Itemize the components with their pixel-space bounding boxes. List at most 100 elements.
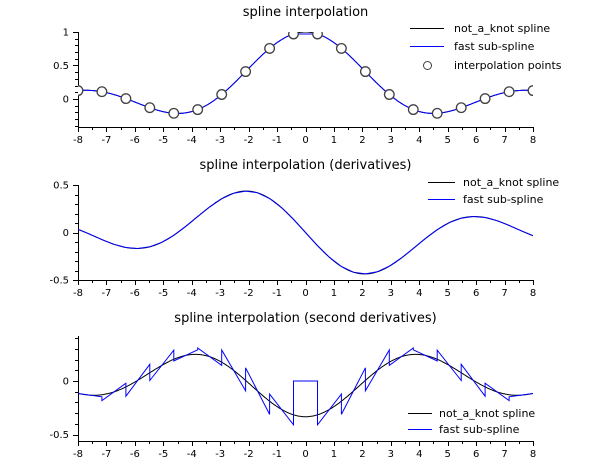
y-tick-label: 1 xyxy=(63,28,69,39)
plot2-title: spline interpolation (derivatives) xyxy=(199,158,412,173)
x-tick-label: -6 xyxy=(130,135,140,146)
legend-label: interpolation points xyxy=(454,58,562,72)
x-tick-label: 0 xyxy=(302,449,308,460)
x-tick-label: 5 xyxy=(445,135,451,146)
plot3-data xyxy=(78,347,533,427)
x-tick-label: -5 xyxy=(158,135,168,146)
interpolation-point xyxy=(216,89,228,100)
plot3: -8 -7 -6 -5 -4 -3 -2 -1 0 1 2 3 4 5 6 7 8 -0.5 0 xyxy=(49,336,536,460)
plot2-data xyxy=(78,190,533,275)
interpolation-point xyxy=(479,93,491,105)
legend-label: fast sub-spline xyxy=(439,422,520,436)
plot3-title: spline interpolation (second derivatives… xyxy=(174,311,437,326)
x-tick-label: -4 xyxy=(187,135,197,146)
x-tick-label: 2 xyxy=(359,135,365,146)
legend-entry-fast-sub-spline: fast sub-spline xyxy=(408,421,535,437)
x-tick-label: -1 xyxy=(272,449,282,460)
interpolation-point xyxy=(335,42,347,54)
black-line-swatch xyxy=(428,182,455,183)
x-tick-label: -2 xyxy=(244,449,254,460)
x-tick-label: 1 xyxy=(331,288,337,299)
interpolation-point xyxy=(455,102,467,114)
curve-not-a-knot-spline xyxy=(78,353,533,418)
plot1: -8 -7 -6 -5 -4 -3 -2 -1 0 1 2 3 4 5 6 7 8 0 0.5 1 xyxy=(53,28,536,147)
legend-label: fast sub-spline xyxy=(463,193,544,206)
x-tick-label: -1 xyxy=(272,135,282,146)
x-tick-label: -7 xyxy=(101,449,111,460)
x-tick-label: 0 xyxy=(302,288,308,299)
interpolation-point-markers xyxy=(78,32,533,119)
interpolation-point xyxy=(78,85,84,97)
plot2-axes xyxy=(73,185,534,285)
black-line-swatch xyxy=(408,412,432,414)
x-tick-label: -8 xyxy=(73,135,83,146)
plot2-legend: not_a_knot spline fast sub-spline xyxy=(428,174,559,208)
blue-line-swatch xyxy=(428,199,455,200)
x-tick-label: -8 xyxy=(73,449,83,460)
blue-line-swatch xyxy=(410,46,444,48)
x-tick-label: 7 xyxy=(501,288,507,299)
x-tick-label: -6 xyxy=(130,288,140,299)
black-line-swatch xyxy=(410,27,444,29)
x-tick-label: -2 xyxy=(244,288,254,299)
x-tick-label: 4 xyxy=(416,135,422,146)
legend-entry-not-a-knot: not_a_knot spline xyxy=(410,19,562,38)
curve-fast-sub-spline xyxy=(78,347,533,427)
legend-label: not_a_knot spline xyxy=(439,406,536,420)
y-tick-label: -0.5 xyxy=(49,430,69,441)
x-tick-label: 2 xyxy=(359,288,365,299)
x-tick-label: -6 xyxy=(130,449,140,460)
interpolation-point xyxy=(407,104,419,116)
plot3-legend: not_a_knot spline fast sub-spline xyxy=(408,405,535,437)
x-tick-label: -7 xyxy=(101,288,111,299)
interpolation-point xyxy=(359,66,371,78)
interpolation-point xyxy=(503,86,515,98)
curve-fast-sub-spline xyxy=(78,190,533,275)
plot1-legend: not_a_knot spline fast sub-spline interp… xyxy=(410,19,562,75)
interpolation-point xyxy=(288,32,299,40)
x-tick-label: 5 xyxy=(445,449,451,460)
legend-entry-not-a-knot: not_a_knot spline xyxy=(408,405,535,421)
x-tick-label: 1 xyxy=(331,449,337,460)
x-tick-label: -3 xyxy=(215,135,225,146)
x-tick-label: 1 xyxy=(331,135,337,146)
plot1-axes xyxy=(73,32,534,132)
x-tick-label: 3 xyxy=(388,288,394,299)
interpolation-point xyxy=(144,102,156,114)
x-tick-label: 2 xyxy=(359,449,365,460)
x-tick-label: -5 xyxy=(158,449,168,460)
x-tick-label: 6 xyxy=(473,449,479,460)
x-tick-label: -2 xyxy=(244,135,254,146)
plot3-axes xyxy=(73,336,534,446)
interpolation-point xyxy=(264,42,276,54)
x-tick-label: 6 xyxy=(473,288,479,299)
y-tick-label: 0 xyxy=(63,228,69,239)
x-tick-label: -7 xyxy=(101,135,111,146)
legend-label: fast sub-spline xyxy=(454,40,535,54)
x-tick-label: -8 xyxy=(73,288,83,299)
interpolation-point xyxy=(192,104,204,116)
legend-entry-fast-sub-spline: fast sub-spline xyxy=(428,191,559,208)
interpolation-point xyxy=(527,85,533,97)
legend-entry-fast-sub-spline: fast sub-spline xyxy=(410,38,562,57)
x-tick-label: -4 xyxy=(187,288,197,299)
x-tick-label: 3 xyxy=(388,135,394,146)
plot1-data xyxy=(78,32,533,119)
y-tick-label: 0 xyxy=(63,377,69,388)
interpolation-point xyxy=(96,86,108,98)
interpolation-point xyxy=(240,66,252,78)
legend-label: not_a_knot spline xyxy=(454,21,551,35)
interpolation-point xyxy=(383,89,395,100)
x-tick-label: 6 xyxy=(473,135,479,146)
legend-label: not_a_knot spline xyxy=(463,176,560,189)
interpolation-point xyxy=(312,32,323,40)
x-tick-label: -5 xyxy=(158,288,168,299)
x-tick-label: 8 xyxy=(530,288,536,299)
x-tick-label: -1 xyxy=(272,288,282,299)
y-tick-label: 0 xyxy=(63,94,69,105)
x-tick-label: 0 xyxy=(302,135,308,146)
x-tick-label: 4 xyxy=(416,288,422,299)
x-tick-label: 5 xyxy=(445,288,451,299)
